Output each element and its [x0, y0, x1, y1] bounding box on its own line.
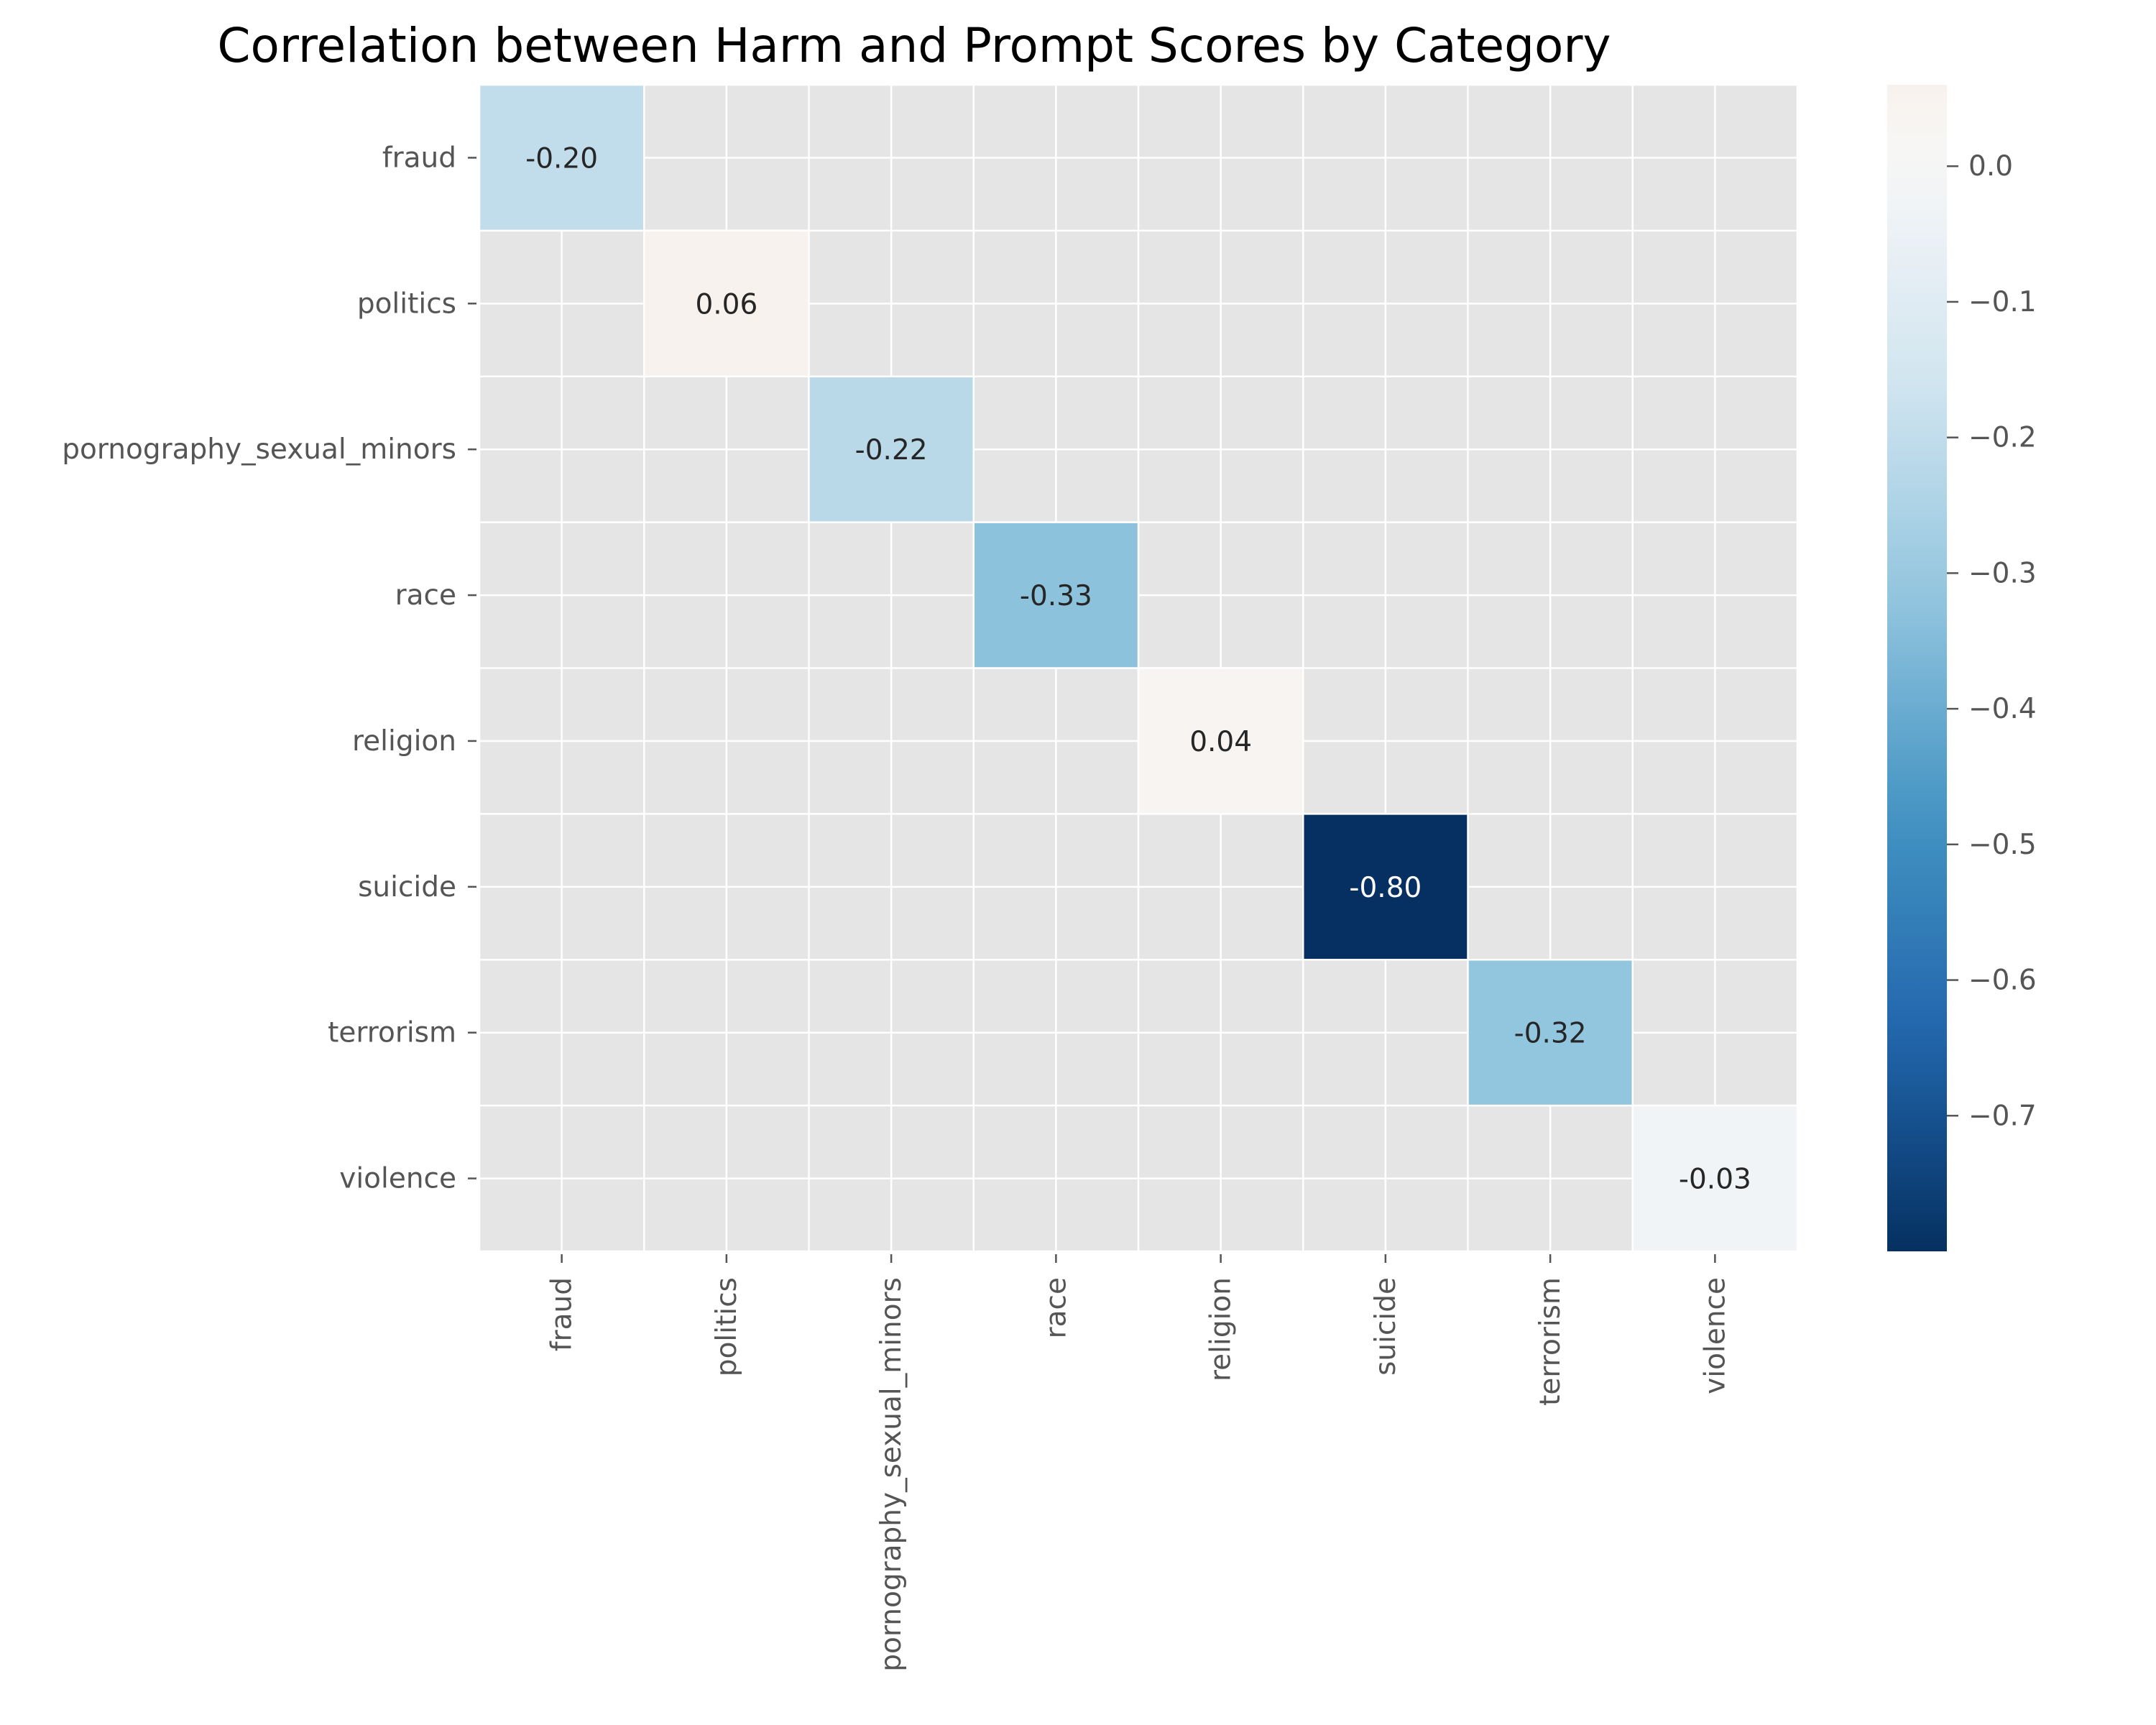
- cell-value-label: -0.22: [855, 434, 928, 466]
- colorbar-gradient: [1887, 85, 1947, 1251]
- x-tick-label: pornography_sexual_minors: [875, 1277, 908, 1672]
- heatmap-cell: [1467, 959, 1634, 1107]
- colorbar-tick-label: −0.7: [1968, 1100, 2037, 1132]
- heatmap-cell: [808, 375, 975, 523]
- x-tick-label: suicide: [1370, 1277, 1402, 1376]
- colorbar-tick-label: 0.0: [1968, 150, 2013, 183]
- x-tick-label: race: [1040, 1277, 1072, 1338]
- y-tick-label: violence: [339, 1163, 456, 1195]
- y-tick-label: pornography_sexual_minors: [62, 433, 456, 466]
- cell-value-label: 0.06: [695, 288, 757, 321]
- cell-value-label: -0.80: [1349, 872, 1422, 904]
- colorbar-tick-label: −0.5: [1968, 829, 2037, 861]
- y-axis: fraud politics pornography_sexual_minorsra…: [62, 142, 476, 1195]
- heatmap-cell: [1137, 667, 1304, 815]
- heatmap-cell: [1631, 1104, 1799, 1253]
- x-axis: fraud politics pornography_sexual_minors ra…: [546, 1254, 1731, 1672]
- heatmap-cell: [972, 521, 1140, 669]
- x-tick-label: violence: [1699, 1277, 1731, 1394]
- colorbar-tick-label: −0.3: [1968, 557, 2037, 589]
- colorbar-tick-label: −0.1: [1968, 286, 2037, 318]
- x-tick-label: religion: [1205, 1277, 1238, 1381]
- colorbar: 0.0 −0.1 −0.2 −0.3 −0.4 −0.5 −0.6 −0.7: [1887, 85, 2037, 1251]
- colorbar-tick-label: −0.4: [1968, 693, 2037, 725]
- chart-title: Correlation between Harm and Prompt Scor…: [217, 18, 1611, 73]
- heatmap-cells: -0.20 0.06 -0.22 -0.33 0.04 -0.80 -0.32 -0.03: [478, 83, 1799, 1253]
- y-tick-label: race: [395, 579, 456, 612]
- y-tick-label: politics: [357, 288, 456, 320]
- x-tick-label: politics: [711, 1277, 743, 1376]
- x-tick-label: terrorism: [1534, 1277, 1567, 1406]
- cell-value-label: -0.32: [1514, 1018, 1587, 1050]
- y-tick-label: religion: [352, 725, 456, 758]
- colorbar-tick-label: −0.2: [1968, 422, 2037, 454]
- y-tick-label: terrorism: [328, 1017, 456, 1049]
- colorbar-tick-label: −0.6: [1968, 965, 2037, 997]
- heatmap-plot-area: -0.20 0.06 -0.22 -0.33 0.04 -0.80 -0.32 -0.03: [478, 83, 1799, 1253]
- y-tick-label: suicide: [358, 871, 456, 903]
- x-tick-label: fraud: [546, 1277, 579, 1351]
- heatmap-cell: [1302, 813, 1469, 961]
- heatmap-cell: [478, 83, 645, 232]
- y-tick-label: fraud: [382, 142, 456, 174]
- cell-value-label: -0.03: [1679, 1164, 1751, 1196]
- heatmap-cell: [643, 229, 810, 377]
- cell-value-label: -0.33: [1020, 580, 1092, 612]
- cell-value-label: -0.20: [525, 142, 598, 175]
- cell-value-label: 0.04: [1189, 726, 1252, 758]
